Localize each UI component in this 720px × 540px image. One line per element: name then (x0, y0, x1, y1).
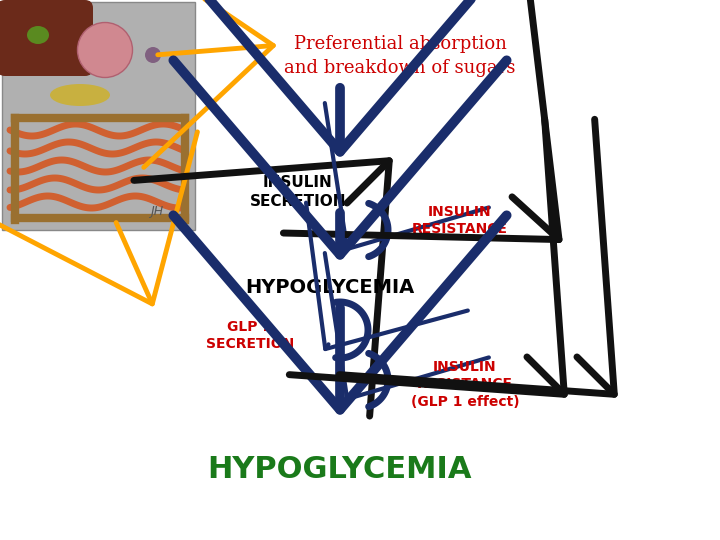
Text: HYPOGLYCEMIA: HYPOGLYCEMIA (208, 455, 472, 484)
Text: Preferential absorption
and breakdown of sugars: Preferential absorption and breakdown of… (284, 35, 516, 77)
Text: INSULIN
SECRETION: INSULIN SECRETION (250, 175, 346, 208)
Text: HYPOGLYCEMIA: HYPOGLYCEMIA (246, 278, 415, 297)
Ellipse shape (50, 84, 110, 106)
Text: INSULIN
RESISTANCE
(GLP 1 effect): INSULIN RESISTANCE (GLP 1 effect) (410, 360, 519, 409)
FancyBboxPatch shape (2, 2, 195, 230)
Text: GLP 1
SECRETION: GLP 1 SECRETION (206, 320, 294, 352)
Text: JH: JH (150, 205, 163, 218)
FancyBboxPatch shape (0, 0, 93, 76)
Ellipse shape (78, 23, 132, 78)
Ellipse shape (145, 47, 161, 63)
Ellipse shape (27, 26, 49, 44)
Text: INSULIN
RESISTANCE: INSULIN RESISTANCE (412, 205, 508, 237)
